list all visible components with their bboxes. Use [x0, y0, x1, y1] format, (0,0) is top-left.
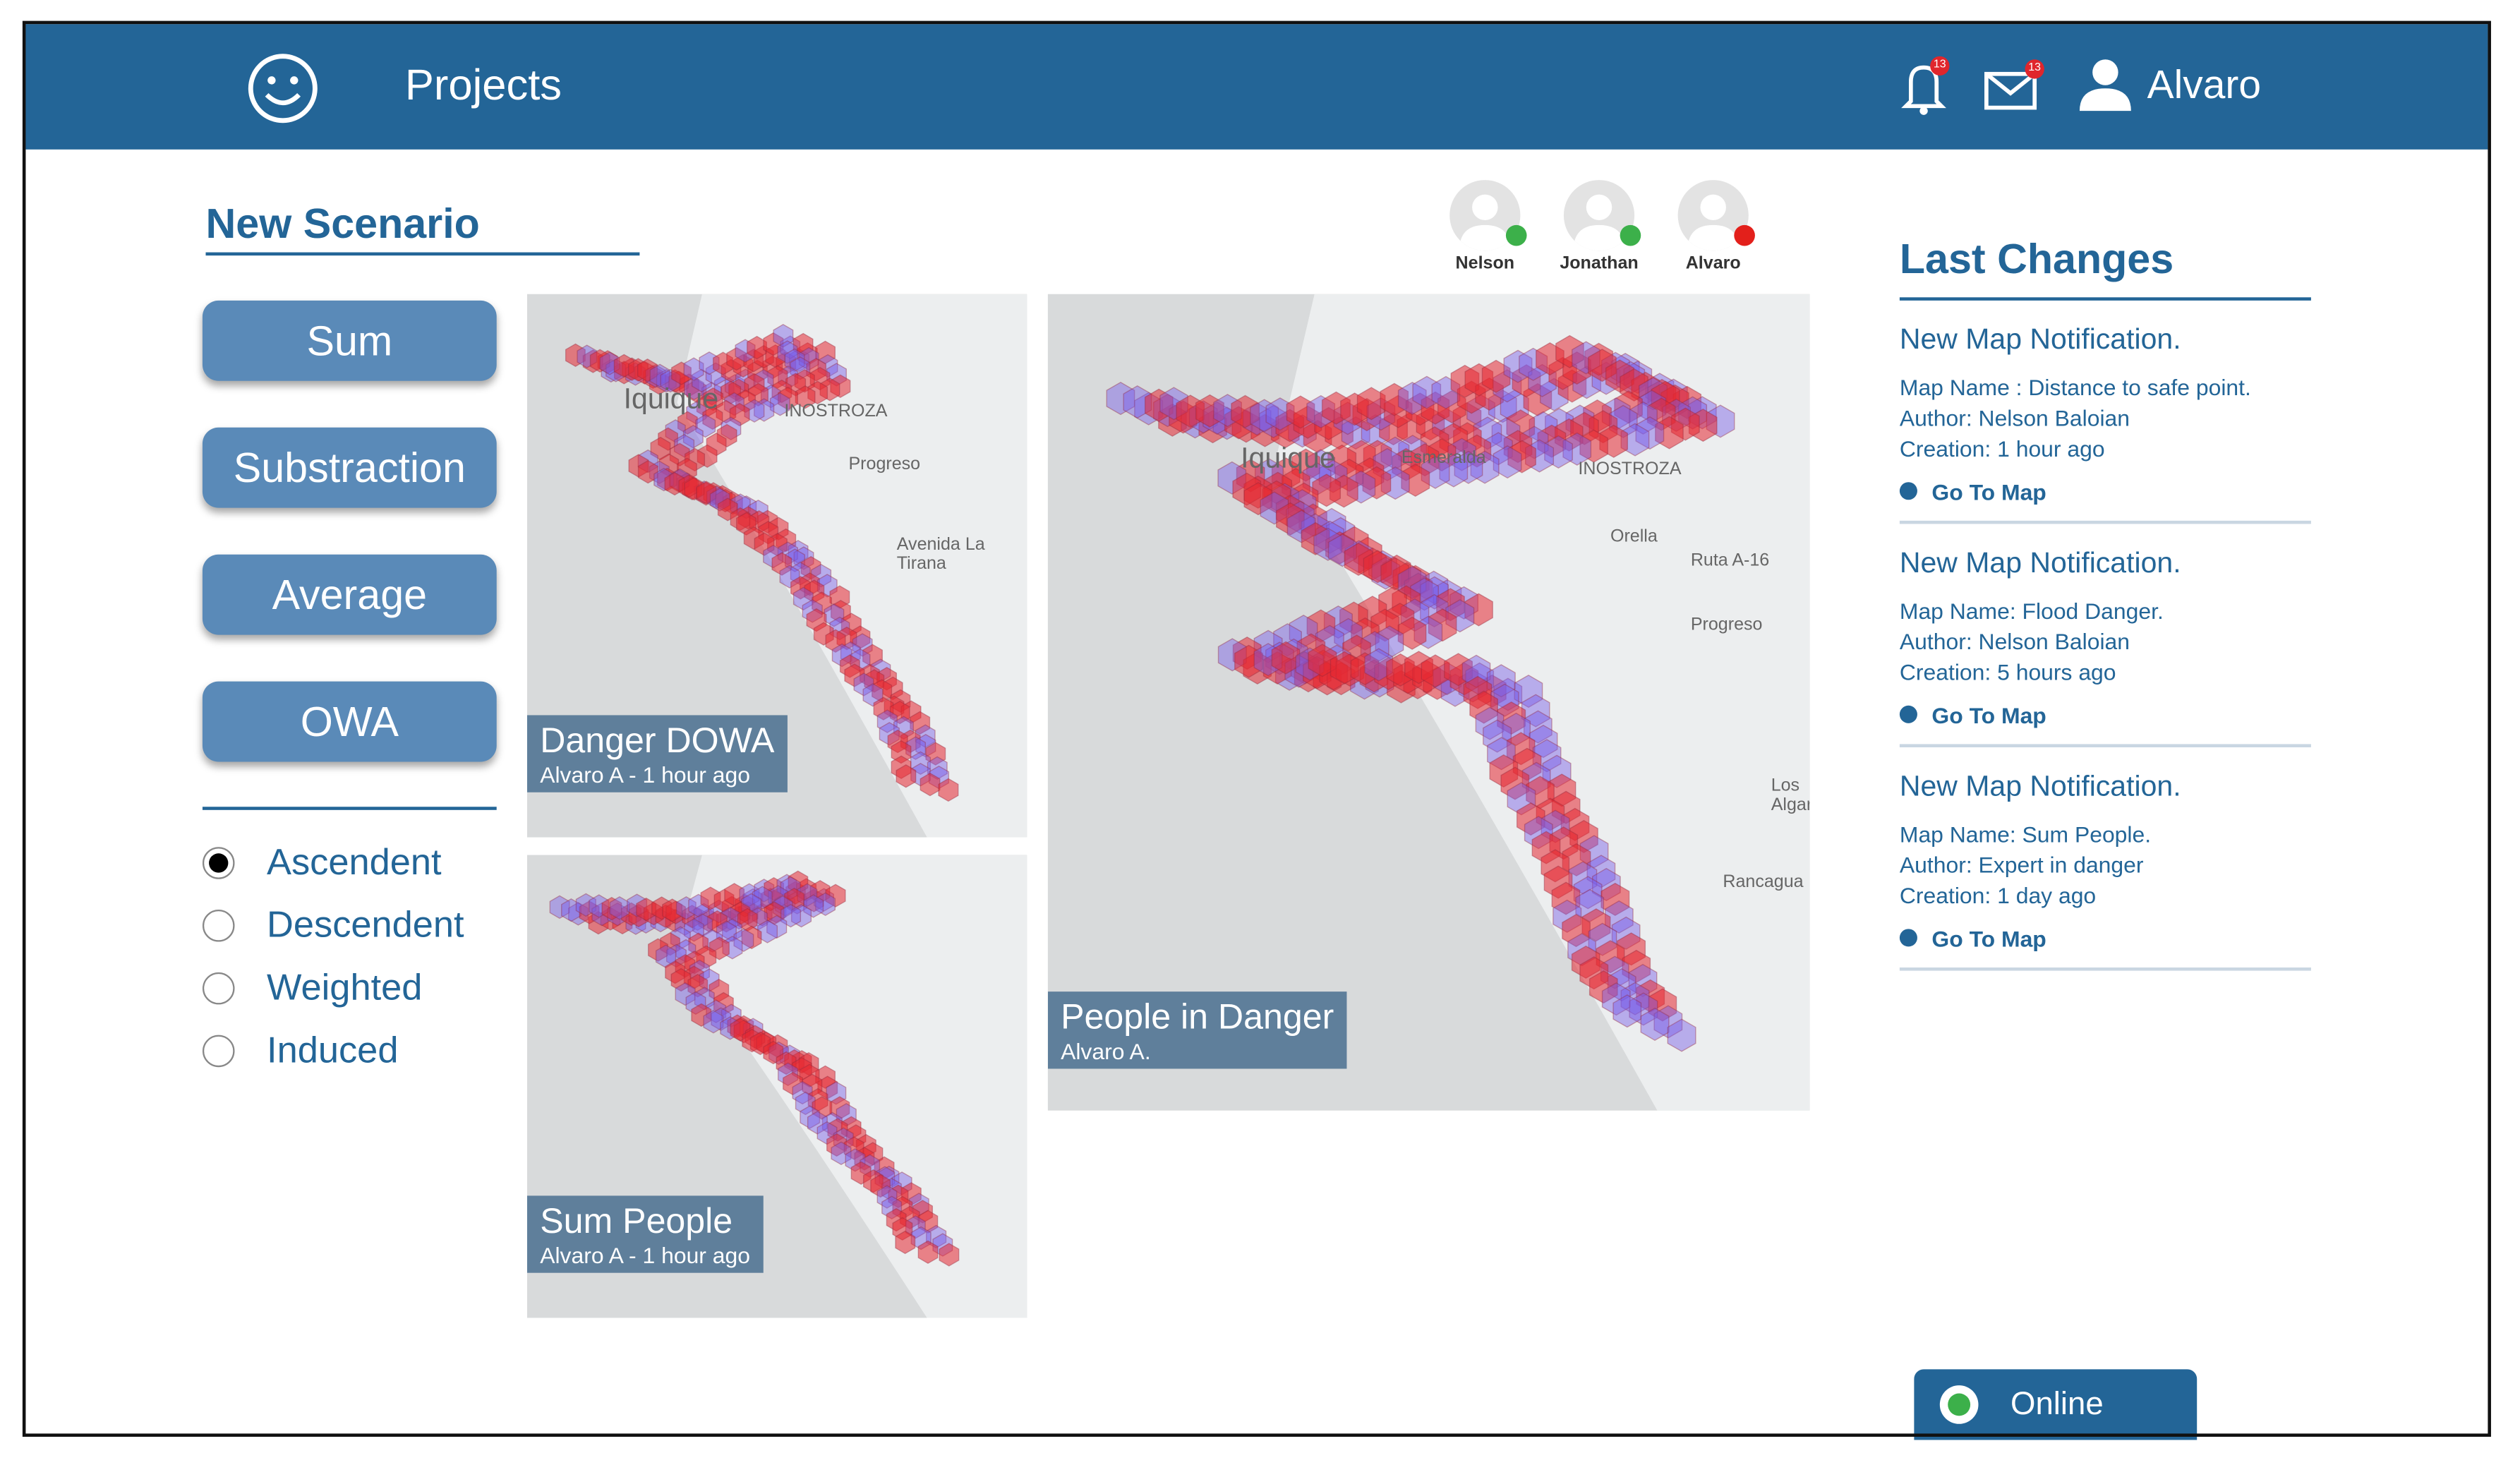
- operation-button[interactable]: Substraction: [202, 427, 497, 508]
- radio-option[interactable]: Induced: [202, 1028, 399, 1072]
- user-name[interactable]: Alvaro: [2147, 62, 2262, 108]
- map-image: [565, 294, 1027, 838]
- option-label: Ascendent: [267, 840, 442, 883]
- map-label: Iquique: [1241, 442, 1336, 474]
- operation-button[interactable]: Sum: [202, 300, 497, 381]
- radio: [202, 971, 235, 1004]
- avatar-name: Jonathan: [1560, 253, 1639, 274]
- notification-heading: New Map Notification.: [1899, 322, 2181, 356]
- map-card[interactable]: Iquique INOSTROZA Progreso Avenida La Tiran…: [526, 294, 1027, 838]
- radio: [202, 908, 235, 941]
- map-title: People in Danger: [1061, 996, 1334, 1037]
- author: Author: Expert in danger: [1899, 852, 2144, 878]
- avatar-image: [1677, 180, 1749, 251]
- radio-option[interactable]: Ascendent: [202, 840, 442, 884]
- globe-icon: [1899, 705, 1917, 723]
- go-to-map[interactable]: Go To Map: [1899, 702, 2311, 728]
- map-label: Orella: [1610, 526, 1658, 547]
- frame: [22, 20, 2491, 1437]
- map-title: Danger DOWA: [540, 720, 775, 761]
- map-name: Map Name : Distance to safe point.: [1899, 374, 2251, 401]
- go-to-map[interactable]: Go To Map: [1899, 478, 2311, 505]
- option-label: Weighted: [267, 965, 423, 1008]
- author: Author: Nelson Baloian: [1899, 404, 2130, 431]
- creation: Creation: 1 hour ago: [1899, 435, 2105, 462]
- avatar-name: Alvaro: [1685, 253, 1741, 274]
- option-label: Descendent: [267, 903, 464, 946]
- status-icon: [1939, 1385, 1979, 1424]
- notification-heading: New Map Notification.: [1899, 769, 2181, 802]
- notification-heading: New Map Notification.: [1899, 546, 2181, 579]
- badge: 13: [1930, 56, 1950, 76]
- map-card[interactable]: Iquique Esmeralda INOSTROZA Orella Ruta A-16…: [1047, 294, 1810, 1111]
- map-label: Esmeralda: [1401, 448, 1486, 468]
- radio-option[interactable]: Descendent: [202, 903, 464, 946]
- status-dot: [1734, 224, 1755, 246]
- avatar[interactable]: Nelson: [1437, 180, 1533, 273]
- radio-dot: [209, 852, 229, 872]
- map-image: [549, 855, 1027, 1318]
- status[interactable]: Online: [1914, 1369, 2198, 1440]
- link-text: Go To Map: [1931, 702, 2046, 728]
- status-label: Online: [2010, 1386, 2104, 1422]
- map-caption: People in Danger Alvaro A.: [1047, 991, 1347, 1069]
- logo[interactable]: [244, 50, 321, 127]
- link-text: Go To Map: [1931, 925, 2046, 952]
- last-changes: Last Changes New Map Notification. Map Na…: [1899, 235, 2311, 971]
- radio-option[interactable]: Weighted: [202, 965, 423, 1009]
- link-text: Go To Map: [1931, 478, 2046, 505]
- map-label: INOSTROZA: [784, 402, 888, 421]
- panel-title: Last Changes: [1899, 235, 2311, 301]
- go-to-map[interactable]: Go To Map: [1899, 925, 2311, 952]
- operation-button[interactable]: Average: [202, 554, 497, 635]
- status-dot: [1620, 224, 1641, 246]
- radio: [202, 1034, 235, 1067]
- avatar-name: Nelson: [1455, 253, 1515, 274]
- map-label: Avenida La Tirana: [896, 535, 985, 574]
- globe-icon: [1899, 482, 1917, 500]
- map-label: Rancagua: [1723, 872, 1804, 892]
- map-name: Map Name: Sum People.: [1899, 821, 2152, 848]
- map-label: INOSTROZA: [1578, 459, 1682, 479]
- map-label: Los Algarrobos: [1771, 776, 1810, 815]
- notifications[interactable]: 13: [1900, 56, 1950, 118]
- avatar[interactable]: Alvaro: [1665, 180, 1761, 273]
- map-name: Map Name: Flood Danger.: [1899, 598, 2164, 624]
- items: New Map Notification. Map Name : Distance…: [1899, 301, 2311, 971]
- creation: Creation: 5 hours ago: [1899, 658, 2116, 685]
- map-label: Progreso: [1690, 615, 1763, 635]
- map-image: [1106, 294, 1810, 1111]
- map-label: Ruta A-16: [1690, 551, 1770, 571]
- option-label: Induced: [267, 1028, 399, 1071]
- operation-button[interactable]: OWA: [202, 681, 497, 762]
- map-subtitle: Alvaro A - 1 hour ago: [540, 761, 751, 788]
- map-card[interactable]: Sum People Alvaro A - 1 hour ago: [526, 855, 1027, 1318]
- status-dot: [1505, 224, 1527, 246]
- notification: New Map Notification. Map Name: Flood Dan…: [1899, 524, 2311, 747]
- scenario-title: New Scenario: [205, 199, 640, 256]
- map-title: Sum People: [540, 1200, 733, 1241]
- author: Author: Nelson Baloian: [1899, 628, 2130, 654]
- map-caption: Sum People Alvaro A - 1 hour ago: [526, 1195, 764, 1273]
- badge: 13: [2025, 59, 2044, 79]
- messages[interactable]: 13: [1983, 59, 2047, 114]
- map-subtitle: Alvaro A - 1 hour ago: [540, 1242, 751, 1268]
- creation: Creation: 1 day ago: [1899, 882, 2097, 908]
- notification: New Map Notification. Map Name: Sum Peopl…: [1899, 747, 2311, 971]
- radio: [202, 846, 235, 879]
- header-title[interactable]: Projects: [404, 61, 562, 109]
- divider: [202, 807, 497, 810]
- map-label: Progreso: [848, 454, 921, 474]
- notification: New Map Notification. Map Name : Distance…: [1899, 301, 2311, 524]
- map-subtitle: Alvaro A.: [1061, 1038, 1151, 1064]
- avatar[interactable]: Jonathan: [1551, 180, 1648, 273]
- header: Projects 13 13 Alvaro: [25, 24, 2488, 150]
- map-caption: Danger DOWA Alvaro A - 1 hour ago: [526, 715, 788, 792]
- user-icon[interactable]: [2076, 56, 2134, 114]
- map-label: Iquique: [623, 382, 719, 415]
- globe-icon: [1899, 929, 1917, 947]
